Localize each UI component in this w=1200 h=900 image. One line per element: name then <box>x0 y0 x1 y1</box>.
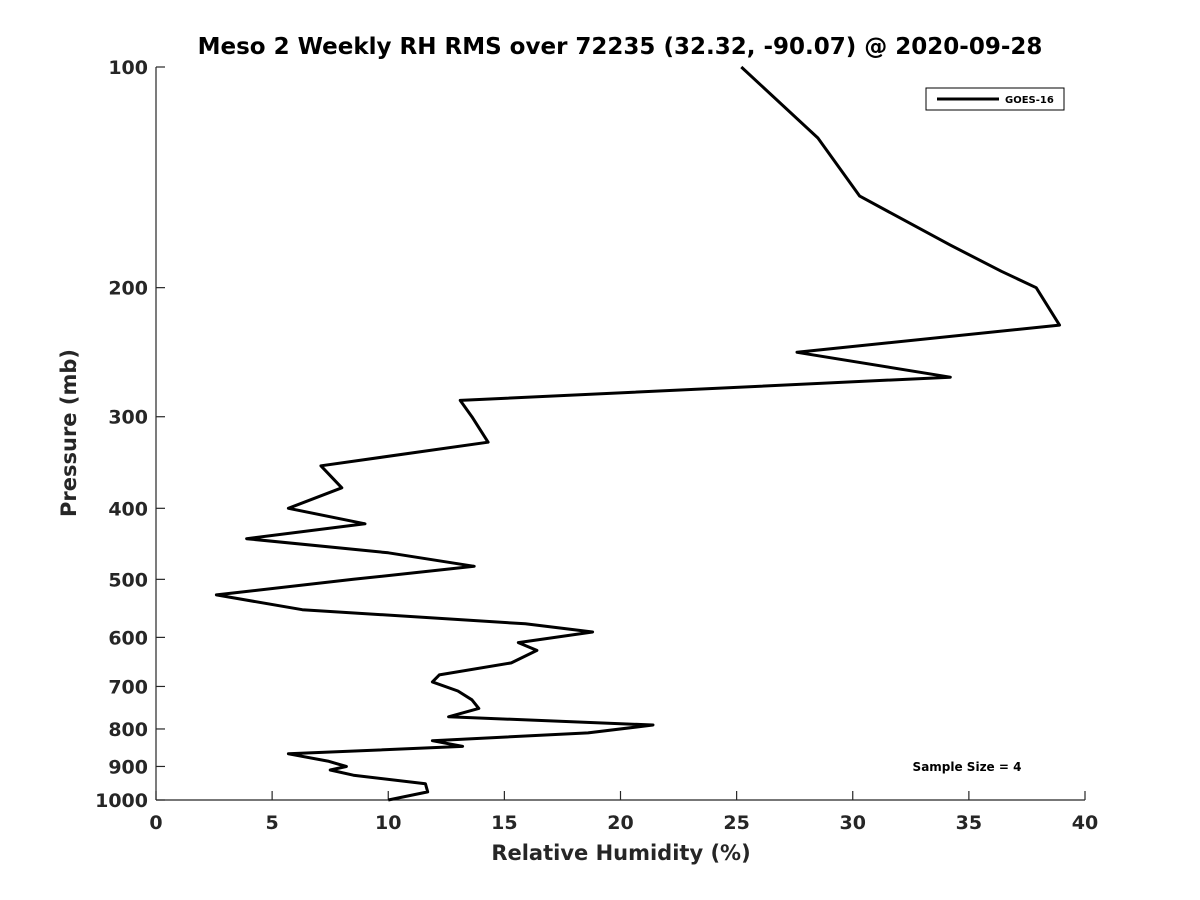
y-tick-label: 1000 <box>95 790 148 812</box>
tick-marks <box>155 66 1086 801</box>
y-tick-label: 200 <box>108 278 148 300</box>
x-tick-label: 5 <box>266 812 279 834</box>
y-tick-label: 700 <box>108 676 148 698</box>
x-tick-label: 35 <box>956 812 982 834</box>
y-tick-label: 400 <box>108 498 148 520</box>
x-tick-label: 15 <box>491 812 517 834</box>
series-lines <box>214 65 1061 802</box>
y-tick-label: 100 <box>108 57 148 79</box>
x-axis-label: Relative Humidity (%) <box>491 841 750 865</box>
x-tick-label: 10 <box>375 812 401 834</box>
x-tick-label: 20 <box>607 812 633 834</box>
y-tick-label: 600 <box>108 627 148 649</box>
x-tick-labels: 0 5 10 15 20 25 30 35 40 <box>149 812 1098 834</box>
y-tick-label: 300 <box>108 407 148 429</box>
y-tick-label: 800 <box>108 719 148 741</box>
sample-size-annotation: Sample Size = 4 <box>913 760 1022 774</box>
y-tick-label: 500 <box>108 569 148 591</box>
y-tick-label: 900 <box>108 756 148 778</box>
legend: GOES-16 <box>925 87 1065 111</box>
x-tick-label: 30 <box>840 812 866 834</box>
series-line-goes-16 <box>214 65 1061 802</box>
y-tick-labels: 100 200 300 400 500 600 700 800 900 1000 <box>95 57 148 812</box>
chart-title: Meso 2 Weekly RH RMS over 72235 (32.32, … <box>198 34 1043 60</box>
x-tick-label: 0 <box>149 812 162 834</box>
x-tick-label: 25 <box>723 812 749 834</box>
x-tick-label: 40 <box>1072 812 1098 834</box>
legend-label-goes-16: GOES-16 <box>1005 95 1054 106</box>
y-axis-label: Pressure (mb) <box>57 349 81 517</box>
